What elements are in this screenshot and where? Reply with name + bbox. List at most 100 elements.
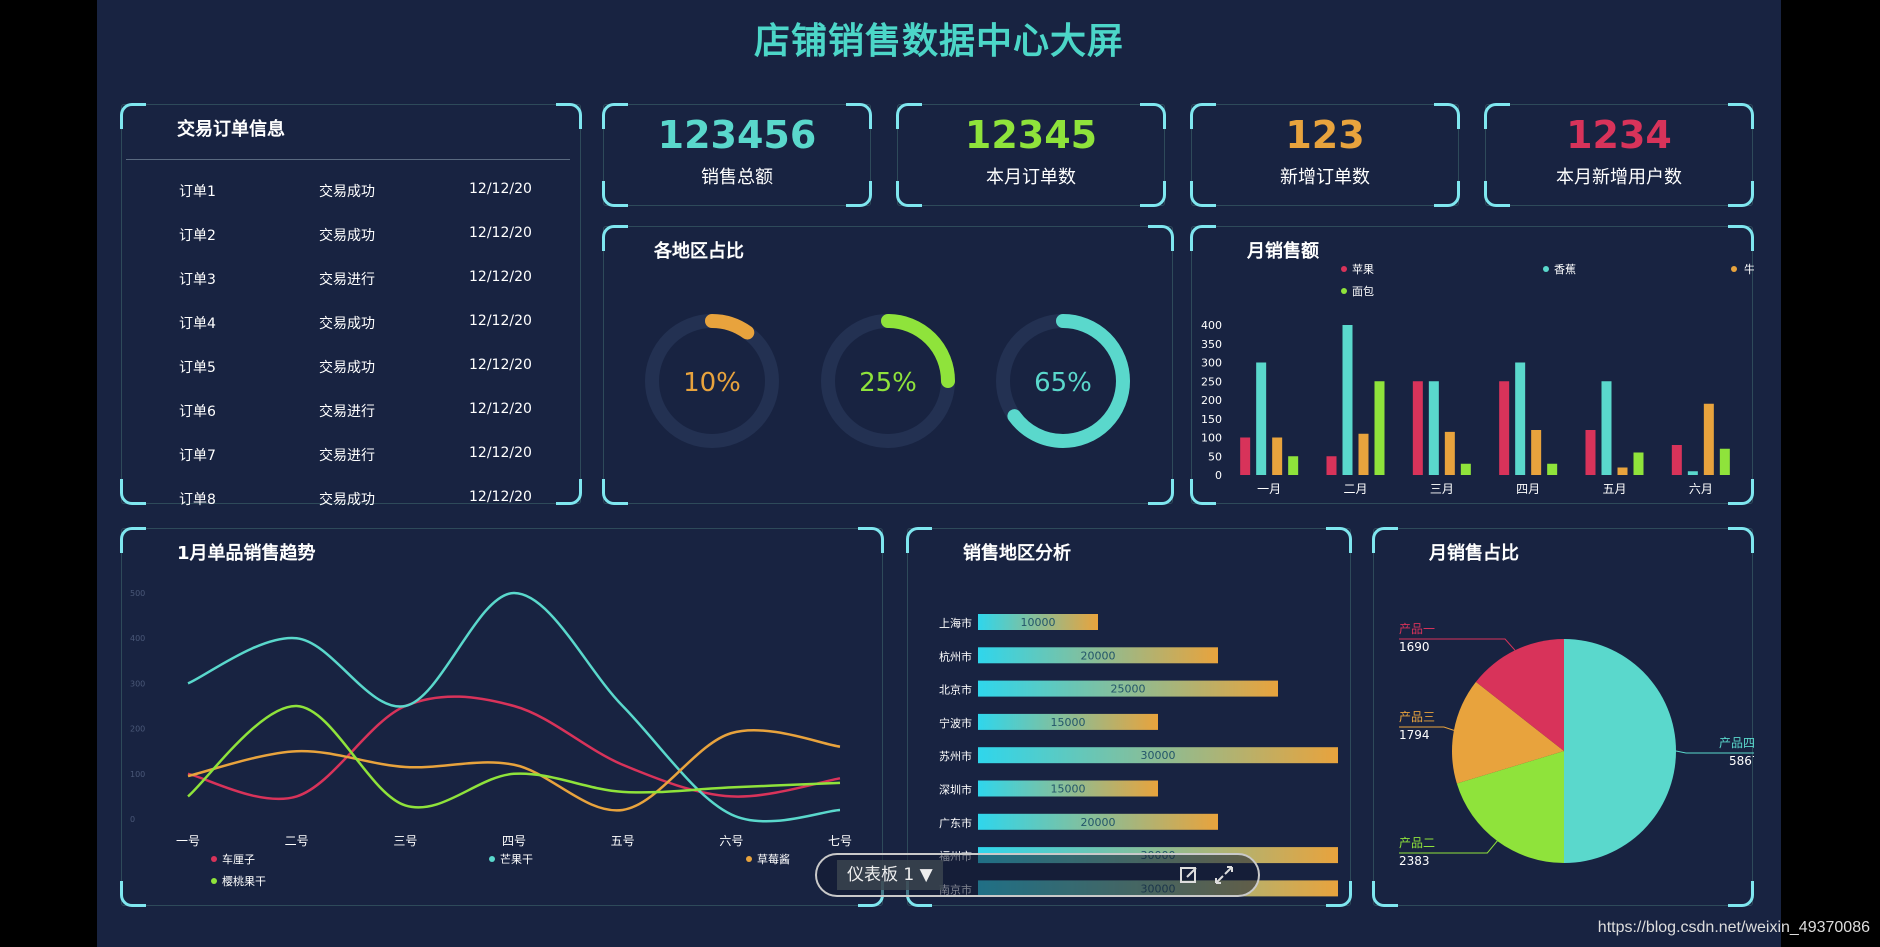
bar [1531, 430, 1542, 475]
bar [1326, 456, 1337, 475]
slice-name: 产品一 [1399, 622, 1435, 636]
legend-dot [1543, 266, 1549, 272]
order-row: 订单5 交易成功 12/12/20 [122, 357, 580, 377]
region-sales-panel: 销售地区分析 上海市 10000 杭州市 20000 北京市 25000 宁波市 15000 苏… [906, 527, 1352, 907]
month-share-title: 月销售占比 [1429, 543, 1519, 564]
region-sales-chart: 上海市 10000 杭州市 20000 北京市 25000 宁波市 15000 苏州市 30000… [939, 614, 1338, 897]
legend-dot [1341, 266, 1347, 272]
y-tick-label: 400 [1201, 319, 1222, 332]
legend-dot [211, 878, 217, 884]
order-date: 12/12/20 [469, 181, 532, 197]
y-tick-label: 200 [130, 725, 145, 734]
pie-label: 产品二 2383 [1399, 836, 1498, 868]
legend-dot [746, 856, 752, 862]
order-date: 12/12/20 [469, 445, 532, 461]
kpi-value: 1234 [1566, 113, 1672, 157]
y-tick-label: 200 [1201, 394, 1222, 407]
x-tick-label: 四月 [1516, 482, 1540, 496]
category-label: 深圳市 [939, 783, 972, 797]
order-status: 交易成功 [319, 228, 375, 244]
bar [978, 647, 1218, 664]
order-date: 12/12/20 [469, 269, 532, 285]
orders-panel-title: 交易订单信息 [177, 119, 285, 140]
monthly-sales-chart: 苹果 香蕉 牛奶面包 0 50 100 150 200 250 300 350 400 一月 二月 三月 四月… [1201, 262, 1754, 496]
y-tick-label: 350 [1201, 338, 1222, 351]
kpi-value: 12345 [964, 113, 1098, 157]
hbar-row: 北京市 25000 [939, 680, 1278, 697]
category-label: 苏州市 [939, 749, 972, 763]
kpi-monthly-orders: 12345 本月订单数 [896, 103, 1166, 207]
kpi-total-sales: 123456 销售总额 [602, 103, 872, 207]
x-tick-label: 六号 [719, 834, 743, 848]
y-tick-label: 50 [1208, 450, 1222, 463]
bar [1547, 463, 1558, 475]
bar [978, 747, 1338, 764]
legend-label: 芒果干 [500, 853, 533, 866]
y-tick-label: 500 [130, 589, 145, 598]
pie-label: 产品一 1690 [1399, 622, 1516, 654]
slice-name: 产品二 [1399, 836, 1435, 850]
kpi-new-orders: 123 新增订单数 [1190, 103, 1460, 207]
order-name: 订单2 [179, 228, 216, 244]
pie-slice [1456, 751, 1564, 863]
bar [1499, 381, 1510, 475]
donut-label: 65% [1034, 368, 1092, 398]
donut: 25% [821, 314, 955, 448]
series-line [187, 729, 841, 812]
order-status: 交易成功 [319, 184, 375, 200]
y-tick-label: 400 [130, 634, 145, 643]
bar [1412, 381, 1423, 475]
bar [1601, 381, 1612, 475]
pie-slice [1452, 681, 1564, 784]
legend-item: 车厘子 [211, 852, 255, 866]
fullscreen-icon[interactable] [1212, 863, 1236, 887]
slice-value: 1690 [1399, 640, 1430, 654]
y-tick-label: 250 [1201, 375, 1222, 388]
orders-divider [126, 159, 570, 160]
donut-label: 10% [683, 368, 741, 398]
x-tick-label: 七号 [828, 834, 852, 848]
month-share-chart: 产品四 5867 产品二 2383 产品三 1794 产品一 1690 [1399, 622, 1754, 868]
dashboard-select-button[interactable]: 仪表板 1 ▼ [837, 860, 943, 890]
donut: 65% [996, 314, 1130, 448]
donut-arc [821, 314, 955, 448]
leader-line [1399, 840, 1498, 854]
pie-slice [1564, 639, 1676, 863]
edit-icon[interactable] [1177, 863, 1201, 887]
order-row: 订单1 交易成功 12/12/20 [122, 181, 580, 201]
order-row: 订单8 交易成功 12/12/20 [122, 489, 580, 509]
region-sales-title: 销售地区分析 [963, 543, 1071, 564]
legend-item: 面包 [1341, 285, 1374, 298]
bar [1460, 463, 1471, 475]
bar [1585, 430, 1596, 475]
category-label: 宁波市 [939, 716, 972, 730]
category-label: 上海市 [939, 616, 972, 630]
x-tick-label: 四号 [502, 834, 526, 848]
slice-value: 1794 [1399, 728, 1430, 742]
bar [1374, 381, 1385, 475]
legend-label: 苹果 [1352, 262, 1374, 276]
bar-value-label: 20000 [1081, 816, 1116, 829]
legend-dot [1731, 266, 1737, 272]
kpi-value: 123456 [657, 113, 817, 157]
bar [1617, 467, 1628, 475]
month-share-panel: 月销售占比 产品四 5867 产品二 2383 产品三 1794 产品一 1690 [1372, 527, 1754, 907]
x-tick-label: 一号 [176, 834, 200, 848]
order-name: 订单3 [179, 272, 216, 288]
slice-name: 产品四 [1719, 736, 1754, 750]
order-status: 交易进行 [319, 404, 375, 420]
bar [1240, 437, 1251, 475]
x-tick-label: 三月 [1430, 482, 1454, 496]
category-label: 广东市 [939, 816, 972, 830]
slice-name: 产品三 [1399, 710, 1435, 724]
bar-value-label: 15000 [1051, 716, 1086, 729]
x-tick-label: 三号 [393, 834, 417, 848]
dashboard-screen: 店铺销售数据中心大屏 交易订单信息 订单1 交易成功 12/12/20 订单2 交易成功… [97, 0, 1781, 947]
legend-label: 车厘子 [222, 852, 255, 866]
series-line [187, 591, 841, 823]
bar [1719, 448, 1730, 475]
legend-label: 香蕉 [1554, 263, 1576, 276]
legend-item: 香蕉 [1543, 263, 1576, 276]
order-status: 交易成功 [319, 492, 375, 508]
